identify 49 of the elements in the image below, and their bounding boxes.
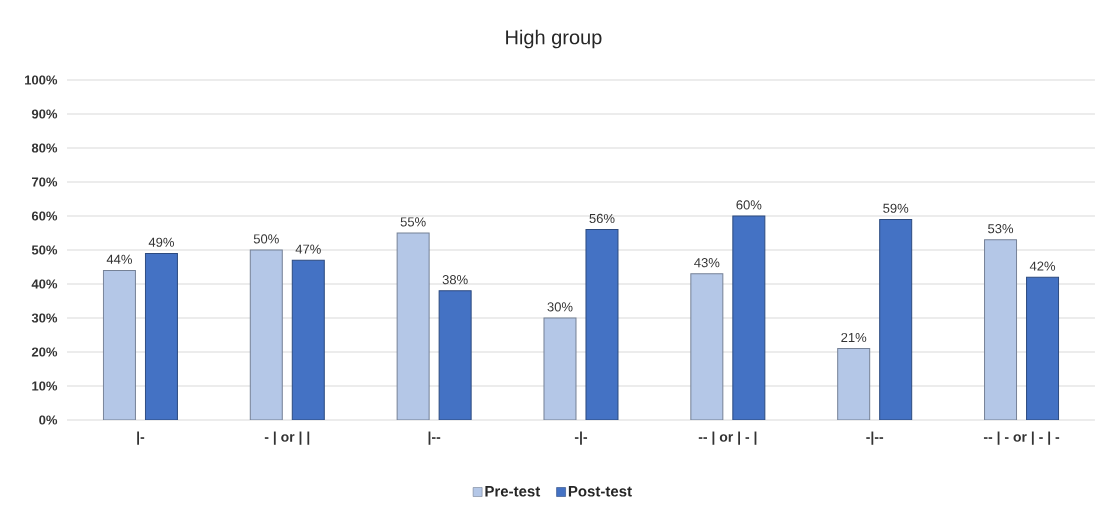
- data-label: 44%: [106, 254, 132, 264]
- y-tick-label: 40%: [31, 279, 58, 289]
- data-label: 53%: [988, 224, 1014, 234]
- data-label: 47%: [295, 244, 321, 254]
- data-label: 38%: [442, 275, 468, 285]
- y-tick-label: 50%: [31, 245, 58, 255]
- data-label: 56%: [589, 213, 615, 224]
- y-tick-label: 80%: [31, 143, 58, 153]
- data-label: 43%: [694, 258, 720, 268]
- bar: [732, 215, 766, 420]
- bar: [249, 249, 283, 420]
- bar: [984, 239, 1018, 420]
- data-label: 60%: [736, 200, 762, 210]
- bar: [1026, 276, 1060, 420]
- bar: [291, 259, 325, 420]
- y-tick-label: 60%: [31, 211, 58, 221]
- y-tick-label: 10%: [32, 381, 58, 391]
- bar: [438, 290, 472, 420]
- bar: [879, 218, 913, 420]
- data-label: 50%: [253, 234, 279, 244]
- x-tick-label: -|--: [866, 431, 884, 445]
- x-tick-label: -|-: [574, 431, 588, 445]
- y-tick-label: 100%: [25, 75, 58, 85]
- data-label: 42%: [1029, 261, 1056, 271]
- chart-title: High group: [506, 29, 602, 49]
- x-tick-label: -- | - or | - | -: [983, 431, 1060, 445]
- y-tick-label: 0%: [39, 415, 58, 425]
- x-tick-label: - | or | |: [264, 431, 310, 445]
- legend-label: Pre-test: [485, 486, 541, 497]
- bar: [396, 232, 430, 420]
- legend-label: Post-test: [568, 486, 632, 497]
- x-tick-label: -- | or | - |: [698, 431, 757, 445]
- data-label: 59%: [883, 203, 909, 213]
- bar: [837, 348, 871, 420]
- data-label: 30%: [547, 302, 573, 312]
- y-tick-label: 70%: [32, 177, 58, 187]
- bar: [144, 252, 178, 420]
- bar: [690, 273, 724, 420]
- bar: [543, 317, 577, 420]
- x-tick-label: |-: [137, 431, 145, 445]
- data-label: 55%: [400, 217, 426, 227]
- y-tick-label: 90%: [31, 109, 58, 119]
- x-tick-label: |--: [428, 431, 441, 445]
- y-tick-label: 20%: [31, 347, 58, 357]
- y-tick-label: 30%: [31, 313, 58, 323]
- bar: [102, 269, 136, 420]
- data-label: 21%: [841, 332, 867, 343]
- bar: [585, 229, 619, 420]
- data-label: 49%: [148, 237, 174, 247]
